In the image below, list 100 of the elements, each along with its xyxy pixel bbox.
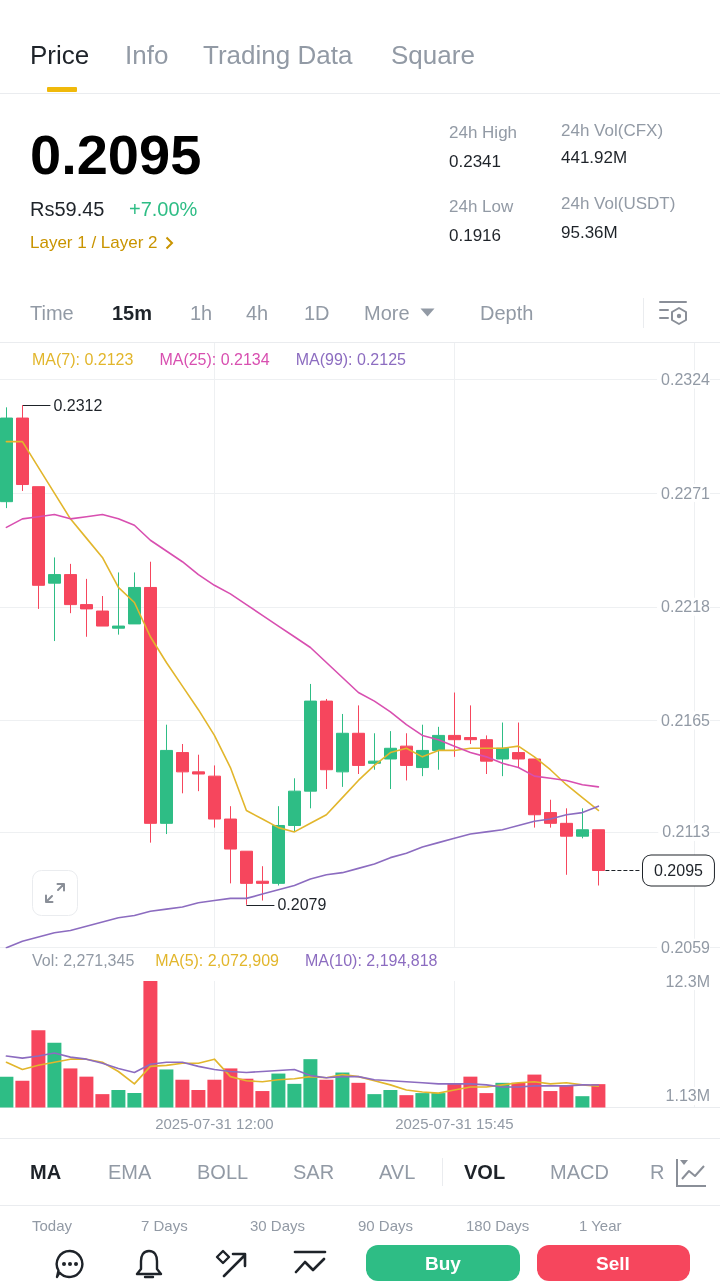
text: Trading Data: [203, 40, 353, 72]
text: MA(5): 2,072,909: [155, 951, 280, 969]
ref-line-label: 0.2095: [654, 862, 704, 879]
text: 15m: [112, 301, 153, 325]
bar: [255, 1091, 270, 1108]
text: MA(99): 0.2125: [295, 350, 407, 368]
text: BOLL: [197, 1160, 249, 1184]
y-tick-label: 0.2113: [662, 823, 711, 841]
text: 24h High: [449, 122, 518, 143]
candlestick: [352, 704, 365, 775]
line-series: [5, 513, 600, 788]
candlestick: [0, 406, 13, 509]
candlestick: [288, 777, 301, 833]
candlestick: [144, 561, 157, 844]
text: 441.92M: [561, 147, 628, 168]
bar: [79, 1076, 94, 1108]
bar: [287, 1083, 302, 1108]
bar: [95, 1094, 110, 1108]
text: 90 Days: [358, 1217, 414, 1235]
y-tick-label: 1.13M: [665, 1087, 710, 1105]
text: VOL: [464, 1160, 506, 1184]
text: MA: [30, 1160, 62, 1184]
bar: [223, 1068, 238, 1108]
candlestick: [80, 578, 93, 638]
bar: [303, 1059, 318, 1108]
y-tick-label: 0.2324: [661, 370, 711, 388]
candlestick: [160, 724, 173, 835]
candlestick: [224, 805, 237, 884]
bar: [15, 1080, 30, 1108]
text: 180 Days: [466, 1217, 530, 1235]
text: 7 Days: [141, 1217, 188, 1235]
text: 95.36M: [561, 222, 618, 243]
candlestick: [128, 571, 141, 625]
text: 1h: [190, 301, 213, 325]
candlestick: [208, 764, 221, 829]
bar: [559, 1085, 574, 1108]
candlestick: [320, 698, 333, 790]
text: 24h Low: [449, 196, 514, 217]
candlestick: [416, 724, 429, 777]
candlestick: [592, 829, 605, 887]
bar: [143, 981, 158, 1108]
candlestick: [96, 595, 109, 627]
text: Square: [391, 40, 475, 72]
line-series: [5, 805, 600, 949]
bar: [63, 1068, 78, 1108]
y-tick-label: 0.2271: [661, 484, 711, 502]
candlestick: [336, 713, 349, 788]
text: Depth: [480, 301, 534, 325]
text: SAR: [293, 1160, 335, 1184]
y-tick-label: 0.2059: [661, 939, 711, 957]
candlestick: [560, 807, 573, 876]
candlestick: [368, 732, 381, 771]
candlestick: [528, 758, 541, 829]
candlestick: [464, 704, 477, 745]
text: 0.2341: [449, 151, 501, 172]
candlestick: [240, 850, 253, 906]
bar: [239, 1078, 254, 1108]
text: More: [364, 301, 410, 325]
candlestick: [176, 743, 189, 794]
text: AVL: [379, 1160, 416, 1184]
candlestick: [400, 732, 413, 781]
text: EMA: [108, 1160, 152, 1184]
text: 0.2095: [30, 122, 202, 189]
text: MA(7): 0.2123: [32, 350, 134, 368]
candlestick: [304, 683, 317, 809]
text: Price: [30, 40, 90, 72]
x-tick-label: 2025-07-31 12:00: [155, 1114, 274, 1132]
chart-title: Vol: 2,271,345: [32, 951, 135, 969]
bar: [511, 1082, 526, 1108]
y-tick-label: 0.2165: [661, 711, 711, 729]
candlestick: [48, 556, 61, 642]
candlestick: [576, 807, 589, 839]
bar: [127, 1093, 142, 1108]
bar: [415, 1093, 430, 1108]
bar: [0, 1076, 14, 1108]
bar: [367, 1094, 382, 1108]
text: 1 Year: [579, 1217, 622, 1235]
bar: [575, 1096, 590, 1108]
text: Info: [125, 40, 169, 72]
bar: [191, 1090, 206, 1108]
annotation: 0.2312: [53, 396, 103, 414]
text: 0.1916: [449, 225, 501, 246]
text: Sell: [596, 1251, 630, 1275]
bar: [175, 1079, 190, 1108]
x-tick-label: 2025-07-31 15:45: [395, 1114, 514, 1132]
text: MACD: [550, 1160, 609, 1184]
bar: [351, 1082, 366, 1108]
line-series: [5, 1058, 600, 1094]
bar: [591, 1084, 606, 1108]
candlestick: [112, 571, 125, 636]
candlestick: [16, 404, 29, 492]
text: 24h Vol(USDT): [561, 193, 676, 214]
candlestick: [512, 722, 525, 769]
text: MA(10): 2,194,818: [304, 951, 438, 969]
line-series: [5, 440, 600, 833]
candlestick: [272, 805, 285, 887]
bar: [431, 1093, 446, 1108]
bar: [479, 1093, 494, 1108]
text: Layer 1 / Layer 2: [30, 232, 158, 253]
text: +7.00%: [129, 197, 198, 221]
